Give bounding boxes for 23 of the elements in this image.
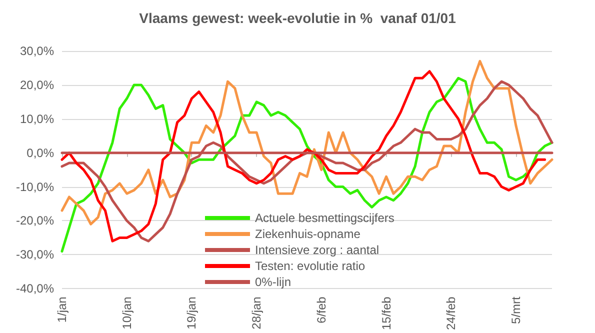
y-tick-label: -40,0% — [16, 282, 54, 296]
legend-label: Intensieve zorg : aantal — [255, 243, 380, 257]
x-tick-label: 15/feb — [379, 296, 394, 330]
legend-label: Ziekenhuis-opname — [255, 227, 361, 241]
y-tick-label: 0,0% — [26, 146, 54, 160]
x-tick-label: 1/jan — [55, 296, 69, 323]
x-tick-label: 24/feb — [444, 296, 458, 330]
y-tick-label: -20,0% — [16, 214, 54, 228]
x-tick-label: 5/mrt — [508, 296, 523, 324]
chart-title: Vlaams gewest: week-evolutie in % vanaf 01/01 — [139, 10, 456, 26]
x-tick-label: 6/feb — [314, 296, 328, 324]
line-series — [60, 60, 554, 226]
y-tick-label: -10,0% — [16, 180, 54, 194]
x-tick-label: 19/jan — [184, 296, 199, 330]
y-tick-label: 20,0% — [20, 78, 54, 92]
legend-label: Testen: evolutie ratio — [255, 259, 366, 273]
y-tick-label: 10,0% — [20, 112, 54, 126]
legend-label: 0%-lijn — [255, 275, 292, 289]
y-tick-label: 30,0% — [20, 44, 54, 58]
x-tick-label: 10/jan — [120, 296, 134, 330]
x-tick-label: 28/jan — [250, 296, 264, 330]
y-tick-label: -30,0% — [16, 248, 54, 262]
legend-label: Actuele besmettingscijfers — [255, 211, 394, 225]
